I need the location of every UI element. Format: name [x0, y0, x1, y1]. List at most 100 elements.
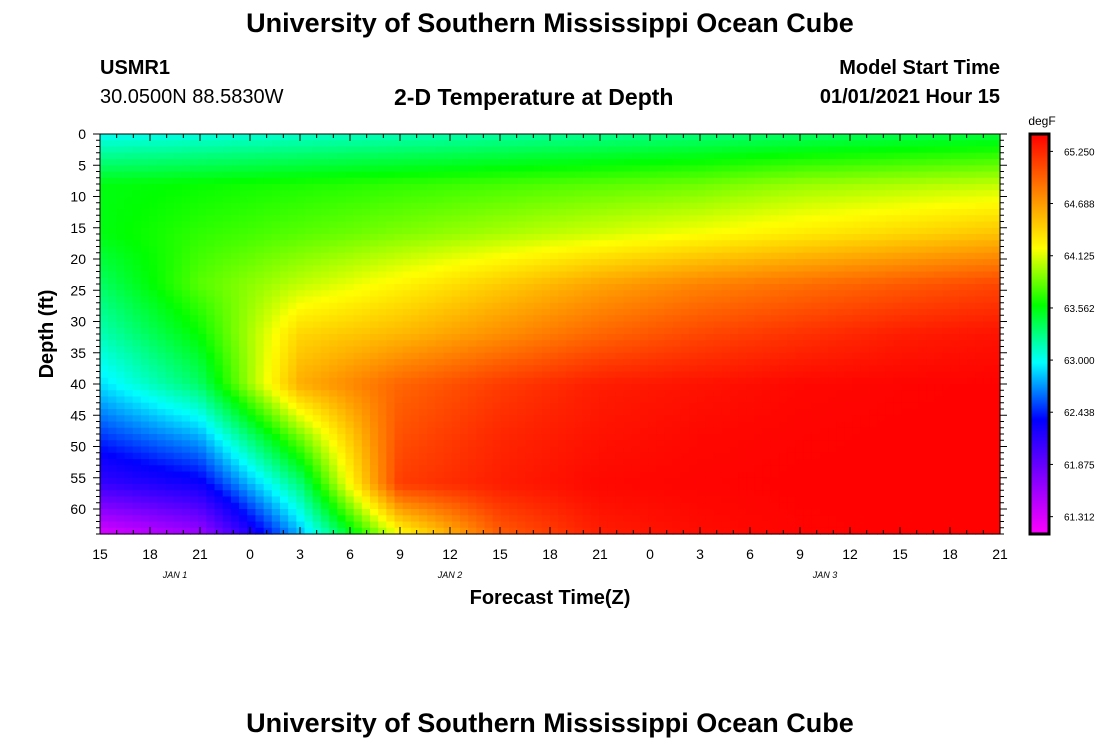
heatmap-cell: [394, 152, 404, 160]
heatmap-cell: [640, 327, 649, 335]
heatmap-cell: [721, 509, 731, 516]
heatmap-cell: [288, 465, 297, 473]
heatmap-cell: [451, 496, 461, 504]
heatmap-cell: [533, 327, 543, 335]
heatmap-cell: [165, 296, 175, 304]
heatmap-cell: [648, 177, 657, 185]
heatmap-cell: [288, 234, 297, 241]
heatmap-cell: [509, 165, 518, 173]
heatmap-cell: [394, 459, 404, 466]
heatmap-cell: [255, 259, 265, 266]
heatmap-cell: [427, 246, 437, 254]
heatmap-cell: [394, 259, 404, 266]
heatmap-cell: [255, 202, 265, 210]
heatmap-cell: [664, 365, 674, 373]
heatmap-cell: [623, 296, 633, 304]
heatmap-cell: [509, 515, 518, 523]
heatmap-cell: [247, 502, 257, 510]
heatmap-cell: [181, 196, 191, 204]
heatmap-cell: [427, 446, 437, 454]
heatmap-cell: [255, 452, 265, 460]
heatmap-cell: [680, 134, 690, 141]
heatmap-cell: [648, 440, 657, 448]
heatmap-cell: [730, 359, 739, 366]
heatmap-cell: [247, 515, 257, 523]
heatmap-cell: [329, 171, 338, 179]
heatmap-cell: [590, 277, 600, 285]
heatmap-cell: [500, 209, 510, 216]
heatmap-cell: [656, 365, 666, 373]
heatmap-cell: [525, 352, 535, 360]
heatmap-cell: [533, 477, 543, 485]
heatmap-cell: [468, 484, 477, 491]
heatmap-cell: [157, 209, 167, 216]
heatmap-cell: [460, 477, 469, 485]
heatmap-cell: [394, 521, 404, 529]
heatmap-cell: [705, 484, 715, 491]
heatmap-cell: [239, 452, 248, 460]
heatmap-cell: [140, 221, 150, 229]
heatmap-cell: [410, 177, 420, 185]
heatmap-cell: [419, 427, 428, 435]
heatmap-cell: [255, 465, 265, 473]
heatmap-cell: [361, 465, 371, 473]
heatmap-cell: [271, 327, 281, 335]
heatmap-cell: [533, 184, 543, 191]
heatmap-cell: [713, 490, 723, 498]
heatmap-cell: [124, 340, 134, 348]
heatmap-cell: [590, 434, 600, 441]
heatmap-cell: [198, 296, 207, 304]
heatmap-cell: [705, 221, 715, 229]
heatmap-cell: [697, 259, 707, 266]
heatmap-cell: [484, 165, 494, 173]
heatmap-cell: [443, 409, 453, 416]
heatmap-cell: [165, 246, 175, 254]
heatmap-cell: [705, 284, 715, 291]
heatmap-cell: [345, 427, 355, 435]
heatmap-cell: [280, 202, 289, 210]
heatmap-cell: [140, 140, 150, 148]
heatmap-cell: [541, 152, 551, 160]
heatmap-cell: [140, 415, 150, 423]
heatmap-cell: [689, 521, 698, 529]
heatmap-cell: [566, 221, 576, 229]
heatmap-cell: [198, 315, 207, 323]
heatmap-cell: [582, 509, 592, 516]
heatmap-cell: [247, 309, 257, 316]
heatmap-cell: [149, 277, 158, 285]
heatmap-cell: [206, 359, 216, 366]
heatmap-cell: [157, 402, 167, 410]
heatmap-cell: [214, 202, 224, 210]
heatmap-cell: [656, 352, 666, 360]
heatmap-cell: [435, 427, 445, 435]
heatmap-cell: [680, 359, 690, 366]
heatmap-cell: [222, 259, 232, 266]
heatmap-cell: [239, 215, 248, 223]
heatmap-cell: [214, 327, 224, 335]
heatmap-cell: [345, 302, 355, 310]
heatmap-cell: [509, 171, 518, 179]
heatmap-cell: [443, 421, 453, 429]
heatmap-cell: [672, 165, 682, 173]
heatmap-cell: [157, 496, 167, 504]
heatmap-cell: [492, 159, 502, 166]
heatmap-cell: [705, 515, 715, 523]
heatmap-cell: [214, 365, 224, 373]
heatmap-cell: [419, 152, 428, 160]
heatmap-cell: [533, 465, 543, 473]
heatmap-cell: [484, 352, 494, 360]
heatmap-cell: [721, 396, 731, 404]
heatmap-cell: [100, 334, 109, 341]
heatmap-cell: [574, 365, 584, 373]
heatmap-cell: [550, 190, 559, 198]
heatmap-cell: [582, 515, 592, 523]
heatmap-cell: [255, 152, 265, 160]
heatmap-cell: [705, 309, 715, 316]
heatmap-cell: [296, 484, 306, 491]
heatmap-cell: [599, 359, 608, 366]
heatmap-cell: [500, 134, 510, 141]
heatmap-cell: [386, 246, 396, 254]
heatmap-cell: [730, 346, 739, 354]
heatmap-cell: [525, 221, 535, 229]
heatmap-cell: [500, 227, 510, 235]
